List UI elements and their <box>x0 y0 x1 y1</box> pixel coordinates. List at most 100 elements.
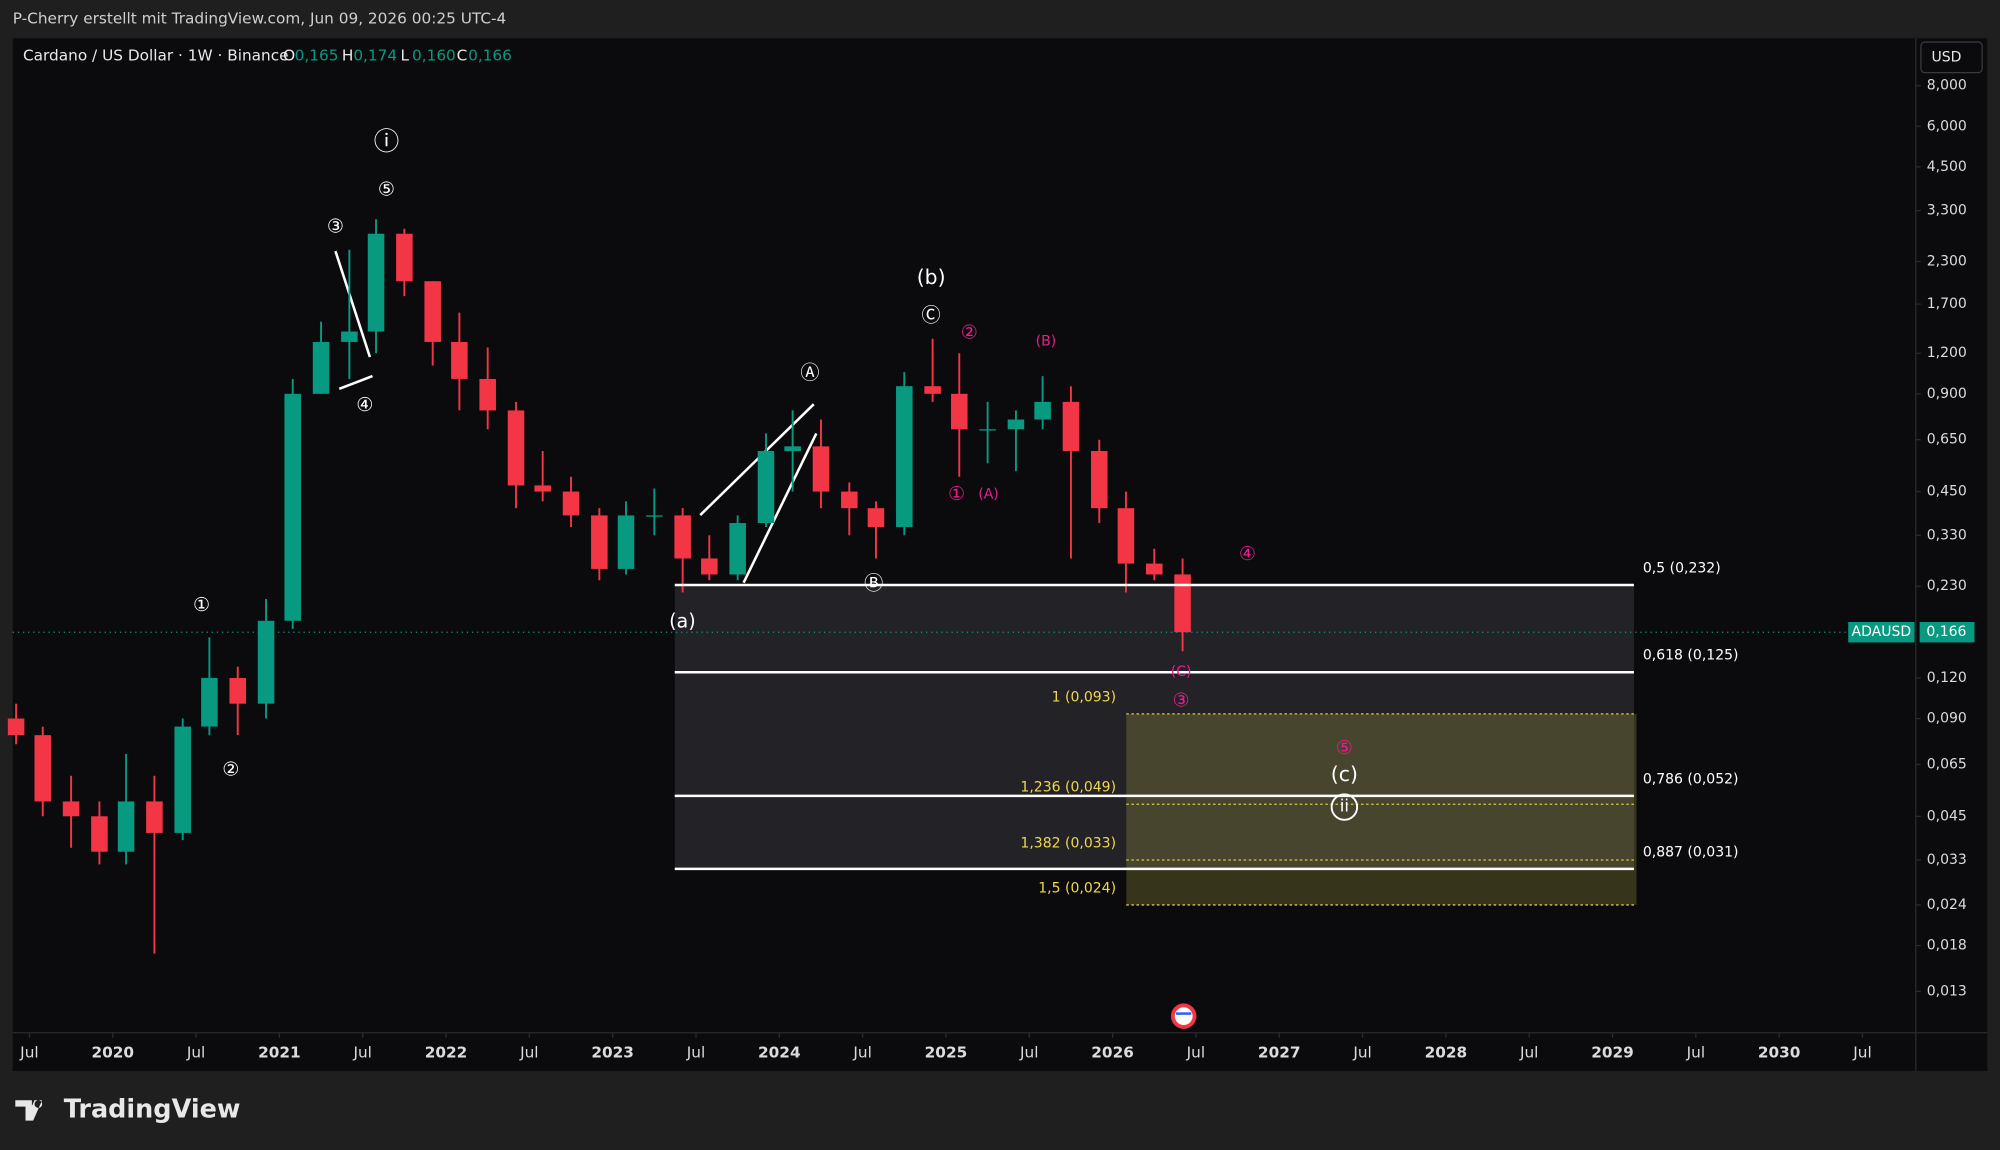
fib-retracement-label: 0,887 (0,031) <box>1643 844 1739 860</box>
wave-label: (B) <box>1036 334 1057 350</box>
wave-label: ⓘ <box>374 127 400 157</box>
x-tick-label: Jul <box>519 1044 538 1062</box>
price-box <box>1919 622 1975 643</box>
wave-label: (C) <box>1171 664 1192 680</box>
candle-body <box>1062 401 1080 451</box>
candle-body <box>201 677 218 727</box>
y-tick-label: 0,033 <box>1927 852 1967 868</box>
y-tick-label: 8,000 <box>1927 78 1967 94</box>
fib-extension-label: 1 (0,093) <box>1052 689 1116 705</box>
wave-label: Ⓑ <box>864 571 883 594</box>
candle-body <box>646 515 663 517</box>
y-tick-label: 6,000 <box>1927 118 1967 134</box>
fib-zones <box>674 584 1637 905</box>
y-tick-label: 0,900 <box>1927 386 1967 402</box>
x-tick-label: 2028 <box>1425 1044 1468 1062</box>
wave-label: Ⓐ <box>800 361 819 384</box>
x-tick-label: Jul <box>1852 1044 1871 1062</box>
candle-body <box>951 393 968 430</box>
candles <box>7 219 1191 954</box>
fib-extension-label: 1,5 (0,024) <box>1038 880 1116 896</box>
x-tick-label: Jul <box>1519 1044 1538 1062</box>
fib-extension-label: 1,236 (0,049) <box>1020 780 1116 796</box>
x-tick-label: Jul <box>352 1044 371 1062</box>
y-tick-label: 2,300 <box>1927 253 1967 269</box>
candle-body <box>617 515 635 569</box>
candle-body <box>729 523 746 575</box>
candle-body <box>229 677 246 704</box>
candle-body <box>784 446 801 451</box>
y-tick-label: 0,018 <box>1927 938 1967 954</box>
ohlc-key: H <box>342 47 354 65</box>
x-tick-label: 2023 <box>591 1044 634 1062</box>
ohlc-value: 0,160 <box>412 47 456 65</box>
x-tick-label: 2020 <box>91 1044 134 1062</box>
candle-body <box>117 801 135 852</box>
wave-label: ii <box>1340 797 1349 816</box>
candle-body <box>979 429 996 431</box>
fib-retracement-label: 0,5 (0,232) <box>1643 560 1721 576</box>
candle-body <box>757 450 775 524</box>
candle-body <box>1117 508 1135 564</box>
candle-body <box>424 281 441 342</box>
candle-body <box>312 341 330 394</box>
ohlc-key: O <box>283 47 295 65</box>
ohlc-value: 0,174 <box>353 47 397 65</box>
y-tick-label: 0,013 <box>1927 983 1967 999</box>
candle-body <box>1034 401 1051 420</box>
x-tick-label: Jul <box>1019 1044 1038 1062</box>
x-tick-label: Jul <box>1352 1044 1371 1062</box>
wave-label: (a) <box>669 610 696 633</box>
candle-body <box>896 386 913 528</box>
trend-lines <box>334 250 818 584</box>
candle-body <box>174 726 191 833</box>
candle-body <box>91 816 108 852</box>
wave-label: (A) <box>978 487 999 503</box>
currency-button[interactable] <box>1920 41 1983 74</box>
symbol-title: Cardano / US Dollar · 1W · Binance <box>23 47 289 65</box>
ohlc-value: 0,165 <box>295 47 339 65</box>
y-tick-label: 1,200 <box>1927 345 1967 361</box>
event-flag <box>1170 1003 1197 1029</box>
x-tick-label: Jul <box>852 1044 871 1062</box>
candle-body <box>534 485 551 492</box>
y-tick-label: 0,090 <box>1927 711 1967 727</box>
candle-body <box>841 491 858 509</box>
candle-body <box>924 386 941 394</box>
y-tick-label: 3,300 <box>1927 203 1967 219</box>
candle-body <box>396 233 413 282</box>
chart-area <box>12 38 1988 1071</box>
candle-body <box>507 410 525 486</box>
ohlc-key: L <box>401 47 410 65</box>
candle-body <box>1145 563 1163 575</box>
candle-body <box>257 620 275 704</box>
candle-body <box>479 378 496 411</box>
y-tick-label: 0,120 <box>1927 670 1967 686</box>
y-tick-label: 0,230 <box>1927 578 1967 594</box>
candle-body <box>284 393 301 621</box>
wave-label: ③ <box>1173 689 1190 712</box>
y-tick-label: 0,330 <box>1927 527 1967 543</box>
currency[interactable]: USD <box>1931 49 1961 65</box>
wave-label: ③ <box>327 214 344 237</box>
x-tick-label: 2029 <box>1591 1044 1634 1062</box>
y-tick-label: 0,024 <box>1927 897 1967 913</box>
x-tick-label: Jul <box>19 1044 38 1062</box>
candle-body <box>562 491 580 516</box>
y-tick-label: 1,700 <box>1927 296 1967 312</box>
x-tick-label: 2022 <box>425 1044 468 1062</box>
x-tick-label: 2030 <box>1758 1044 1801 1062</box>
wave-label: ⑤ <box>1336 736 1353 759</box>
fib-retracement-label: 0,618 (0,125) <box>1643 648 1739 664</box>
x-tick-label: Jul <box>1686 1044 1705 1062</box>
wave-label: ④ <box>1239 542 1256 565</box>
symbol-box <box>1848 622 1915 643</box>
candle-body <box>1091 450 1108 509</box>
logo <box>15 1100 43 1121</box>
symbol-label: ADAUSD <box>1852 624 1912 640</box>
wave-label: ② <box>222 758 239 781</box>
fib-extension-label: 1,382 (0,033) <box>1020 835 1116 851</box>
candle-body <box>674 515 691 559</box>
x-tick-label: 2026 <box>1091 1044 1134 1062</box>
